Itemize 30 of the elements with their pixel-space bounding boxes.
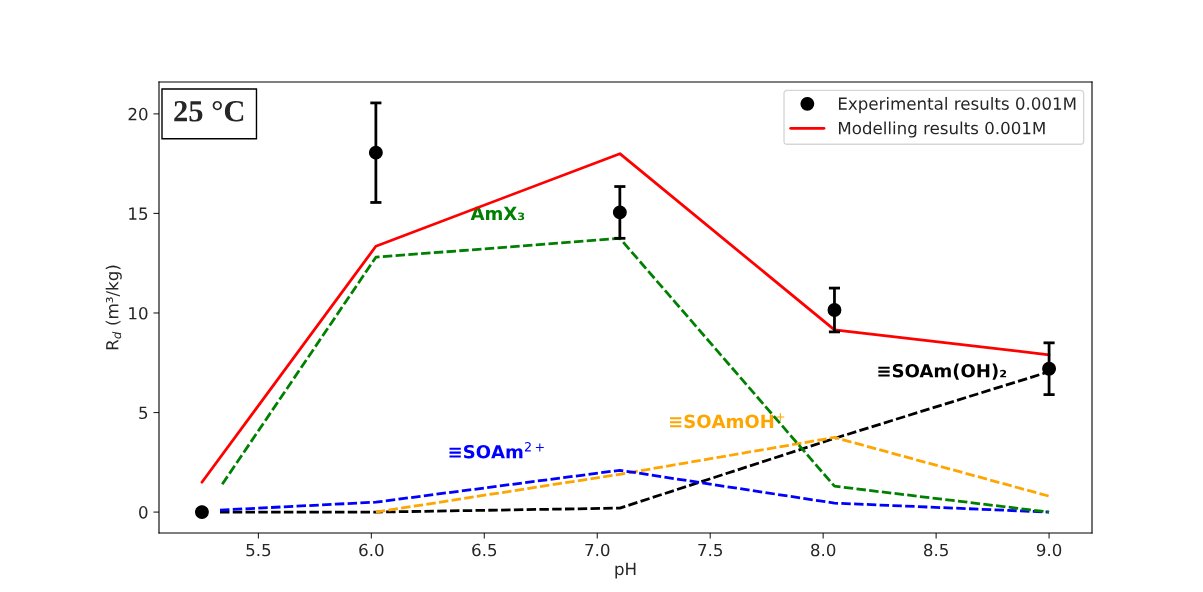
x-tick-label: 9.0 [1036, 543, 1062, 557]
point [1042, 361, 1057, 376]
legend-label: Experimental results 0.001M [838, 97, 1076, 114]
y-tick-label: 15 [129, 207, 148, 220]
y-axis-title: R$_{d}$ (m³/kg) [105, 265, 122, 350]
x-tick-label: 7.5 [698, 543, 723, 557]
x-tick-label: 7.0 [585, 543, 610, 557]
line-series [220, 236, 1051, 514]
x-tick-label: 8.0 [811, 543, 836, 557]
x-tick-label: 8.5 [924, 543, 948, 557]
point [827, 303, 842, 317]
x-tick-label: 5.5 [246, 543, 271, 557]
annotation: 25 °C [174, 100, 244, 122]
series-label: ≡SOAm$^{2+}$ [449, 442, 544, 459]
point [194, 505, 209, 520]
x-tick-label: 6.5 [472, 543, 497, 557]
x-tick-label: 6.0 [359, 543, 384, 557]
line-series [374, 436, 1051, 514]
y-tick-label: 10 [129, 306, 148, 320]
series-label: AmX₃ [470, 206, 525, 221]
line-series [200, 152, 1051, 484]
point [612, 205, 627, 220]
x-axis-title: pH [615, 562, 636, 579]
y-tick-label: 0 [139, 506, 148, 519]
point [368, 145, 383, 160]
legend-label: Modelling results 0.001M [838, 121, 1045, 138]
y-tick-label: 5 [139, 406, 148, 420]
series-label: ≡SOAm(OH)₂ [878, 363, 1007, 380]
series-label: ≡SOAmOH$^{+}$ [670, 413, 785, 429]
y-tick-label: 20 [128, 107, 148, 121]
